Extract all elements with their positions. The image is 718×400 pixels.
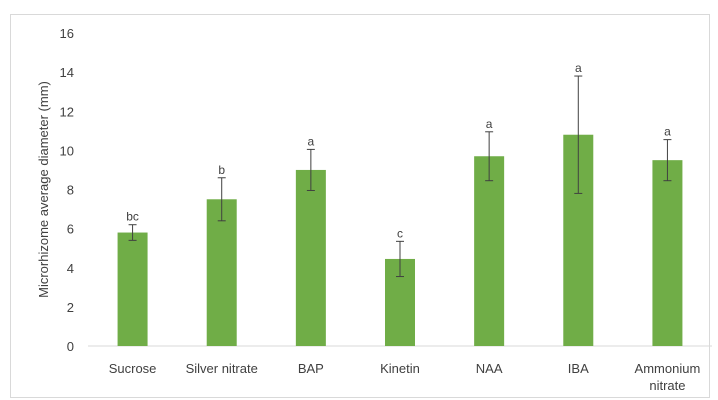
error-bar <box>217 177 226 222</box>
x-tick-label: IBA <box>568 361 589 376</box>
bar <box>117 232 148 346</box>
x-tick-label: Silver nitrate <box>186 361 258 376</box>
y-tick-label: 10 <box>60 143 74 158</box>
significance-labels: bc b a c a a a <box>126 61 671 240</box>
y-tick-label: 12 <box>60 104 74 119</box>
x-tick-label: Ammonium nitrate <box>635 361 701 393</box>
error-bars <box>128 75 672 278</box>
error-bar <box>128 224 137 241</box>
significance-label: a <box>486 117 493 131</box>
significance-label: a <box>575 61 582 75</box>
error-bar <box>306 148 315 191</box>
error-bar <box>485 131 494 182</box>
y-axis-title: Microrhizome average diameter (mm) <box>36 81 51 298</box>
y-tick-label: 6 <box>67 222 74 237</box>
significance-label: bc <box>126 210 139 224</box>
y-tick-label: 14 <box>60 65 74 80</box>
significance-label: c <box>397 226 403 240</box>
significance-label: a <box>308 134 315 148</box>
y-tick-label: 16 <box>60 26 74 41</box>
y-tick-label: 2 <box>67 300 74 315</box>
x-tick-label: Sucrose <box>109 361 157 376</box>
significance-label: a <box>664 125 671 139</box>
y-tick-label: 8 <box>67 183 74 198</box>
x-tick-label: Kinetin <box>380 361 420 376</box>
bar <box>474 156 505 346</box>
y-tick-label: 0 <box>67 339 74 354</box>
bars <box>117 134 683 346</box>
y-axis-ticks: 0 2 4 6 8 10 12 14 16 <box>60 26 74 354</box>
error-bar <box>663 139 672 182</box>
x-tick-label: BAP <box>298 361 324 376</box>
x-axis-labels: Sucrose Silver nitrate BAP Kinetin NAA IBA Amm… <box>109 361 701 393</box>
y-tick-label: 4 <box>67 261 74 276</box>
bar <box>206 199 237 346</box>
bar <box>295 169 326 346</box>
significance-label: b <box>218 163 225 177</box>
bar <box>652 160 683 346</box>
x-tick-label: NAA <box>476 361 503 376</box>
error-bar <box>396 240 404 278</box>
error-bar <box>574 75 583 194</box>
chart-frame <box>10 14 710 398</box>
